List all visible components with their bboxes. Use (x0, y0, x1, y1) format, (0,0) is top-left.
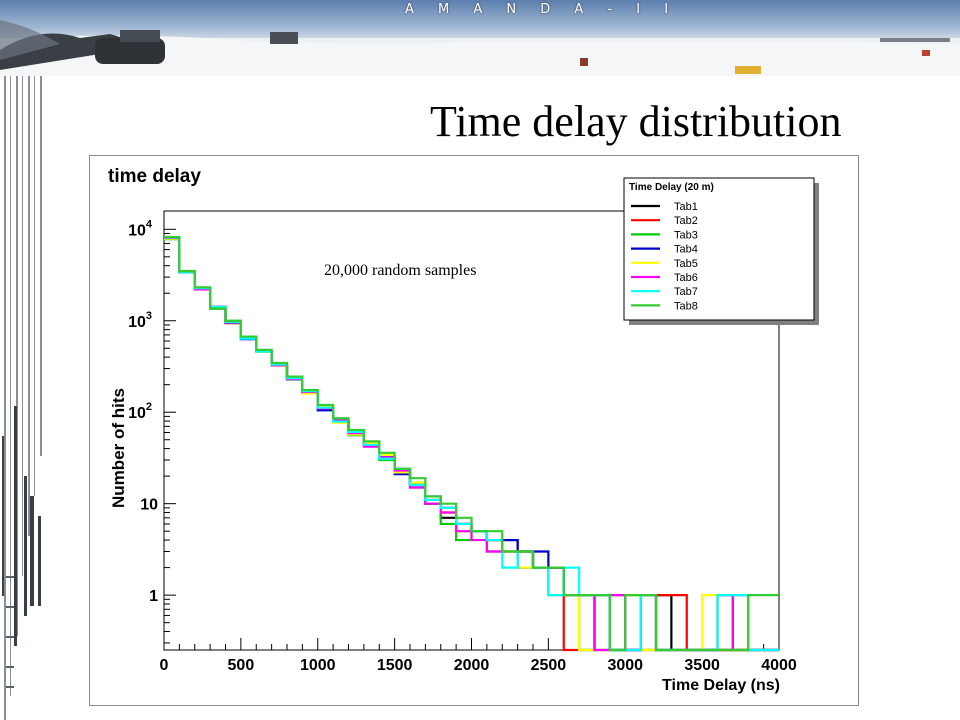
legend-label-tab4: Tab4 (674, 244, 698, 256)
chart-title: time delay (108, 166, 201, 187)
plot-frame: time delay Number of hits Time Delay (ns… (89, 155, 859, 706)
y-tick-label: 102 (128, 401, 152, 422)
legend-label-tab3: Tab3 (674, 229, 698, 241)
left-decoration-strip (2, 76, 42, 720)
time-delay-chart: time delay Number of hits Time Delay (ns… (108, 166, 819, 694)
x-tick-label: 3500 (684, 657, 720, 674)
x-tick-label: 1500 (377, 657, 413, 674)
x-tick-label: 3000 (607, 657, 643, 674)
series-line-tab8 (164, 235, 779, 652)
legend-label-tab8: Tab8 (674, 300, 698, 312)
x-tick-label: 1000 (300, 657, 336, 674)
annotation-text: 20,000 random samples (324, 262, 476, 279)
legend-label-tab2: Tab2 (674, 215, 698, 227)
legend-label-tab1: Tab1 (674, 201, 698, 213)
y-tick-label: 103 (128, 310, 152, 331)
legend-label-tab7: Tab7 (674, 286, 698, 298)
legend-label-tab6: Tab6 (674, 272, 698, 284)
slide-title: Time delay distribution (430, 97, 842, 146)
y-tick-label: 10 (140, 497, 158, 514)
antarctic-landscape-image (0, 20, 960, 76)
x-tick-label: 500 (228, 657, 255, 674)
x-tick-label: 2000 (454, 657, 490, 674)
x-axis-label: Time Delay (ns) (662, 677, 780, 694)
banner-title: A M A N D A - I I (405, 2, 679, 17)
x-tick-label: 4000 (761, 657, 797, 674)
legend: Time Delay (20 m) Tab1 Tab2 Tab3 Tab4 Tab5 Ta… (623, 177, 819, 325)
y-tick-label: 104 (128, 218, 153, 239)
legend-label-tab5: Tab5 (674, 258, 698, 270)
legend-title: Time Delay (20 m) (629, 182, 714, 193)
y-axis-label: Number of hits (109, 388, 128, 508)
x-tick-label: 0 (160, 657, 169, 674)
x-tick-label: 2500 (531, 657, 567, 674)
y-tick-label: 1 (149, 588, 158, 605)
header-banner: A M A N D A - I I (0, 0, 960, 76)
